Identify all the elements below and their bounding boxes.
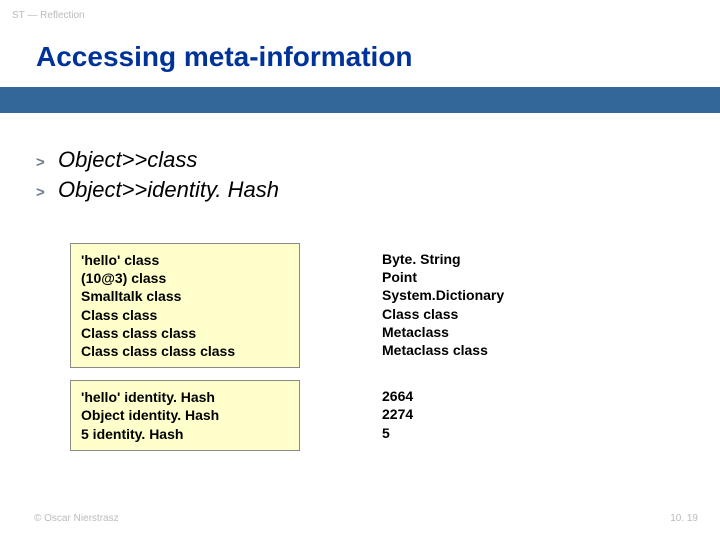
page-title: Accessing meta-information <box>0 21 720 87</box>
code-line: Class class class class <box>81 342 289 360</box>
code-line: System.Dictionary <box>382 286 572 304</box>
list-item: > Object>>identity. Hash <box>36 177 720 203</box>
bullet-symbol: > <box>36 184 58 201</box>
code-line: 2274 <box>382 405 572 423</box>
code-line: Metaclass <box>382 323 572 341</box>
bullet-text: Object>>class <box>58 147 197 173</box>
bullet-symbol: > <box>36 154 58 171</box>
code-box-bottom-left: 'hello' identity. Hash Object identity. … <box>70 380 300 451</box>
code-line: Object identity. Hash <box>81 406 289 424</box>
code-box-top-right: Byte. String Point System.Dictionary Cla… <box>372 243 582 368</box>
code-line: 'hello' class <box>81 251 289 269</box>
code-line: 5 <box>382 424 572 442</box>
code-line: Smalltalk class <box>81 287 289 305</box>
code-line: Point <box>382 268 572 286</box>
code-box-top-left: 'hello' class (10@3) class Smalltalk cla… <box>70 243 300 368</box>
bullet-text: Object>>identity. Hash <box>58 177 279 203</box>
code-line: Class class <box>81 306 289 324</box>
code-line: 'hello' identity. Hash <box>81 388 289 406</box>
code-line: Class class <box>382 305 572 323</box>
bullet-list: > Object>>class > Object>>identity. Hash <box>0 113 720 203</box>
code-box-bottom-right: 2664 2274 5 <box>372 380 582 451</box>
code-line: Class class class <box>81 324 289 342</box>
code-line: Metaclass class <box>382 341 572 359</box>
footer-copyright: © Oscar Nierstrasz <box>34 513 119 524</box>
footer-page-number: 10. 19 <box>670 513 698 524</box>
title-band <box>0 87 720 113</box>
code-line: Byte. String <box>382 250 572 268</box>
header-label: ST — Reflection <box>0 0 720 21</box>
list-item: > Object>>class <box>36 147 720 173</box>
code-grid: 'hello' class (10@3) class Smalltalk cla… <box>0 207 720 451</box>
code-line: (10@3) class <box>81 269 289 287</box>
code-line: 5 identity. Hash <box>81 425 289 443</box>
code-line: 2664 <box>382 387 572 405</box>
